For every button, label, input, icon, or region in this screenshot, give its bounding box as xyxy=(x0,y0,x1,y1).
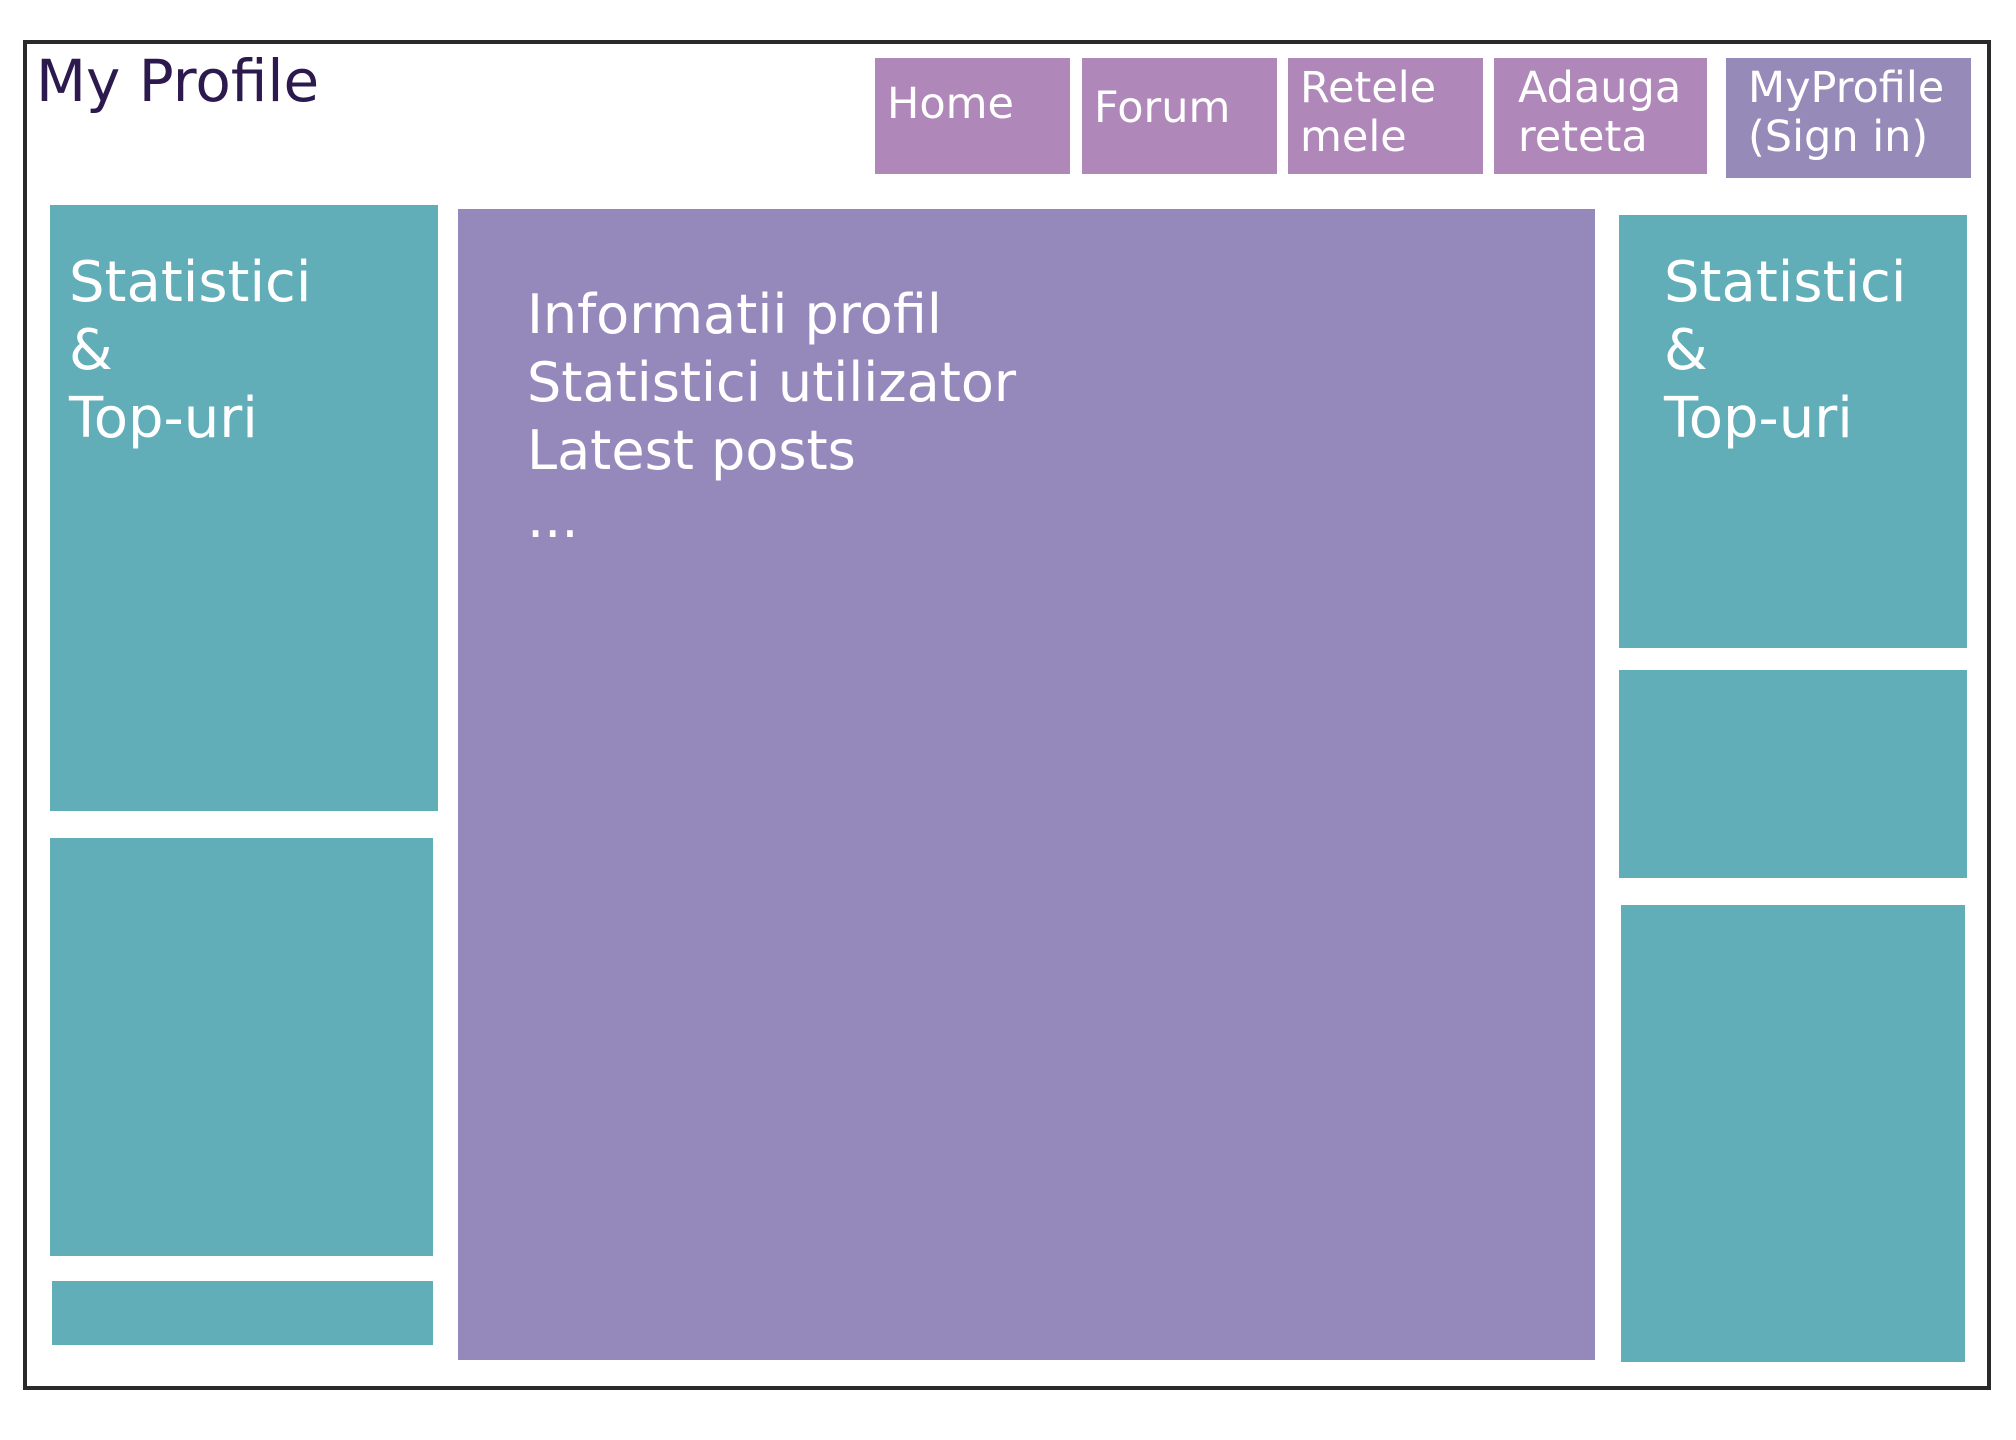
right-bottom-panel xyxy=(1621,905,1965,1362)
nav-forum-button[interactable]: Forum xyxy=(1082,58,1277,174)
left-stats-panel: Statistici & Top-uri xyxy=(50,205,438,811)
nav-adauga-reteta-button[interactable]: Adauga reteta xyxy=(1494,58,1707,174)
right-stats-line: Top-uri xyxy=(1664,386,1853,451)
nav-home-button[interactable]: Home xyxy=(875,58,1070,174)
left-stats-line: & xyxy=(69,318,113,383)
left-stats-line: Statistici xyxy=(69,250,312,315)
right-stats-line: Statistici xyxy=(1664,250,1907,315)
main-content-line: Statistici utilizator xyxy=(527,351,1017,414)
main-content-text: Informatii profil Statistici utilizator … xyxy=(527,281,1016,553)
right-stats-line: & xyxy=(1664,318,1708,383)
left-bottom-panel xyxy=(52,1281,433,1345)
nav-myprofile-button[interactable]: MyProfile (Sign in) xyxy=(1726,58,1971,178)
main-content-line: ... xyxy=(527,487,579,550)
left-middle-panel xyxy=(50,838,433,1256)
main-content-line: Latest posts xyxy=(527,419,856,482)
right-stats-panel: Statistici & Top-uri xyxy=(1619,215,1967,648)
left-stats-text: Statistici & Top-uri xyxy=(69,249,311,453)
left-stats-line: Top-uri xyxy=(69,386,258,451)
nav-retele-mele-button[interactable]: Retele mele xyxy=(1288,58,1483,174)
main-content-line: Informatii profil xyxy=(527,283,942,346)
right-stats-text: Statistici & Top-uri xyxy=(1664,249,1906,453)
main-content-panel: Informatii profil Statistici utilizator … xyxy=(458,209,1595,1360)
right-middle-panel xyxy=(1619,670,1967,878)
page-title: My Profile xyxy=(36,47,320,115)
